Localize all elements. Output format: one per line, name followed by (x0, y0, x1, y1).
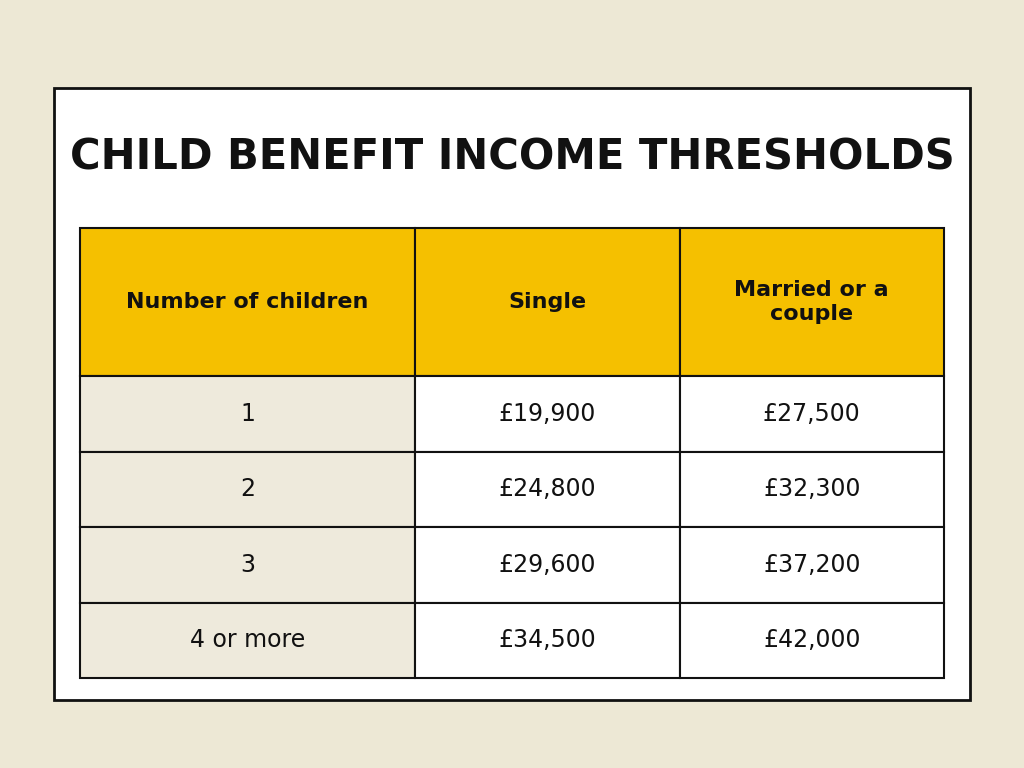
FancyBboxPatch shape (80, 527, 416, 603)
FancyBboxPatch shape (416, 452, 680, 527)
FancyBboxPatch shape (680, 603, 944, 678)
Text: 3: 3 (240, 553, 255, 577)
Text: CHILD BENEFIT INCOME THRESHOLDS: CHILD BENEFIT INCOME THRESHOLDS (70, 137, 954, 179)
FancyBboxPatch shape (80, 603, 416, 678)
FancyBboxPatch shape (416, 527, 680, 603)
FancyBboxPatch shape (416, 228, 680, 376)
Text: 1: 1 (241, 402, 255, 425)
Text: £27,500: £27,500 (763, 402, 861, 425)
Text: £19,900: £19,900 (499, 402, 596, 425)
FancyBboxPatch shape (680, 228, 944, 376)
Text: £34,500: £34,500 (499, 628, 596, 652)
FancyBboxPatch shape (54, 88, 970, 700)
Text: Single: Single (508, 292, 587, 312)
Text: 2: 2 (240, 477, 255, 502)
Text: £42,000: £42,000 (763, 628, 860, 652)
FancyBboxPatch shape (416, 603, 680, 678)
Text: Married or a
couple: Married or a couple (734, 280, 889, 323)
FancyBboxPatch shape (416, 376, 680, 452)
Text: Number of children: Number of children (126, 292, 369, 312)
Text: £29,600: £29,600 (499, 553, 596, 577)
FancyBboxPatch shape (680, 452, 944, 527)
Text: £37,200: £37,200 (763, 553, 860, 577)
Text: £24,800: £24,800 (499, 477, 596, 502)
FancyBboxPatch shape (80, 452, 416, 527)
Text: 4 or more: 4 or more (190, 628, 305, 652)
Text: £32,300: £32,300 (763, 477, 860, 502)
FancyBboxPatch shape (680, 376, 944, 452)
FancyBboxPatch shape (80, 376, 416, 452)
FancyBboxPatch shape (80, 228, 416, 376)
FancyBboxPatch shape (680, 527, 944, 603)
